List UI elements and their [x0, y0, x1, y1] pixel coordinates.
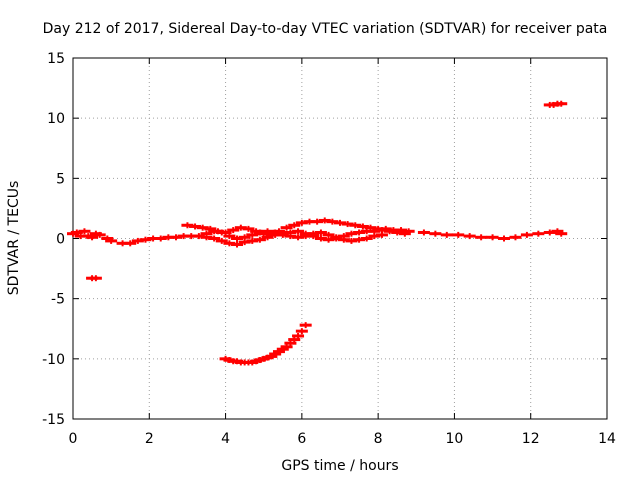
data-point [227, 227, 240, 234]
data-point [200, 230, 213, 237]
y-tick-label: -15 [42, 412, 65, 428]
x-tick-label: 12 [522, 431, 540, 447]
data-point [555, 100, 568, 107]
axis-ticks [72, 57, 608, 420]
data-point [417, 229, 430, 236]
data-point [105, 237, 118, 244]
data-point [89, 275, 102, 282]
data-point [532, 230, 545, 237]
x-tick-label: 10 [446, 431, 464, 447]
data-point [486, 234, 499, 241]
data-point [86, 234, 99, 241]
data-point [208, 235, 221, 242]
data-point [292, 228, 305, 235]
x-tick-label: 4 [221, 431, 230, 447]
data-point [223, 233, 236, 240]
data-point [555, 230, 568, 237]
data-point [253, 236, 266, 243]
data-point [402, 228, 415, 235]
data-point [375, 231, 388, 238]
data-point [299, 322, 312, 329]
data-point [78, 228, 91, 235]
y-tick-label: 5 [56, 171, 65, 187]
data-point [295, 328, 308, 335]
data-point [238, 234, 251, 241]
data-point [288, 222, 301, 229]
data-point [509, 234, 522, 241]
data-point [452, 231, 465, 238]
data-point [299, 233, 312, 240]
y-axis-label: SDTVAR / TECUs [6, 181, 22, 296]
data-point [360, 235, 373, 242]
data-point [215, 237, 228, 244]
data-point [520, 231, 533, 238]
y-tick-label: -5 [51, 292, 65, 308]
chart-title: Day 212 of 2017, Sidereal Day-to-day VTE… [43, 21, 608, 37]
data-point [280, 343, 293, 350]
data-point [215, 229, 228, 236]
y-tick-label: 15 [47, 51, 65, 67]
x-tick-label: 14 [598, 431, 616, 447]
y-tick-labels: 15 10 5 0 -5 -10 -15 [42, 51, 65, 428]
data-point [475, 234, 488, 241]
data-point [429, 230, 442, 237]
data-point [231, 241, 244, 248]
data-point [440, 231, 453, 238]
data-point [314, 229, 327, 236]
data-point [246, 231, 259, 238]
y-tick-label: 10 [47, 111, 65, 127]
data-point [242, 225, 255, 232]
data-point [93, 231, 106, 238]
data-point [322, 231, 335, 238]
x-axis-label: GPS time / hours [281, 458, 398, 474]
x-tick-label: 6 [297, 431, 306, 447]
data-point [330, 234, 343, 241]
data-points [67, 100, 568, 366]
x-tick-label: 0 [69, 431, 78, 447]
y-tick-label: 0 [56, 232, 65, 248]
x-tick-label: 2 [145, 431, 154, 447]
y-tick-label: -10 [42, 352, 65, 368]
data-point [124, 240, 137, 247]
x-tick-label: 8 [374, 431, 383, 447]
data-point [284, 340, 297, 347]
data-point [280, 224, 293, 231]
data-point [463, 233, 476, 240]
data-point [498, 235, 511, 242]
data-point [288, 336, 301, 343]
data-point [269, 229, 282, 236]
x-tick-labels: 0 2 4 6 8 10 12 14 [69, 431, 616, 447]
data-point [292, 332, 305, 339]
